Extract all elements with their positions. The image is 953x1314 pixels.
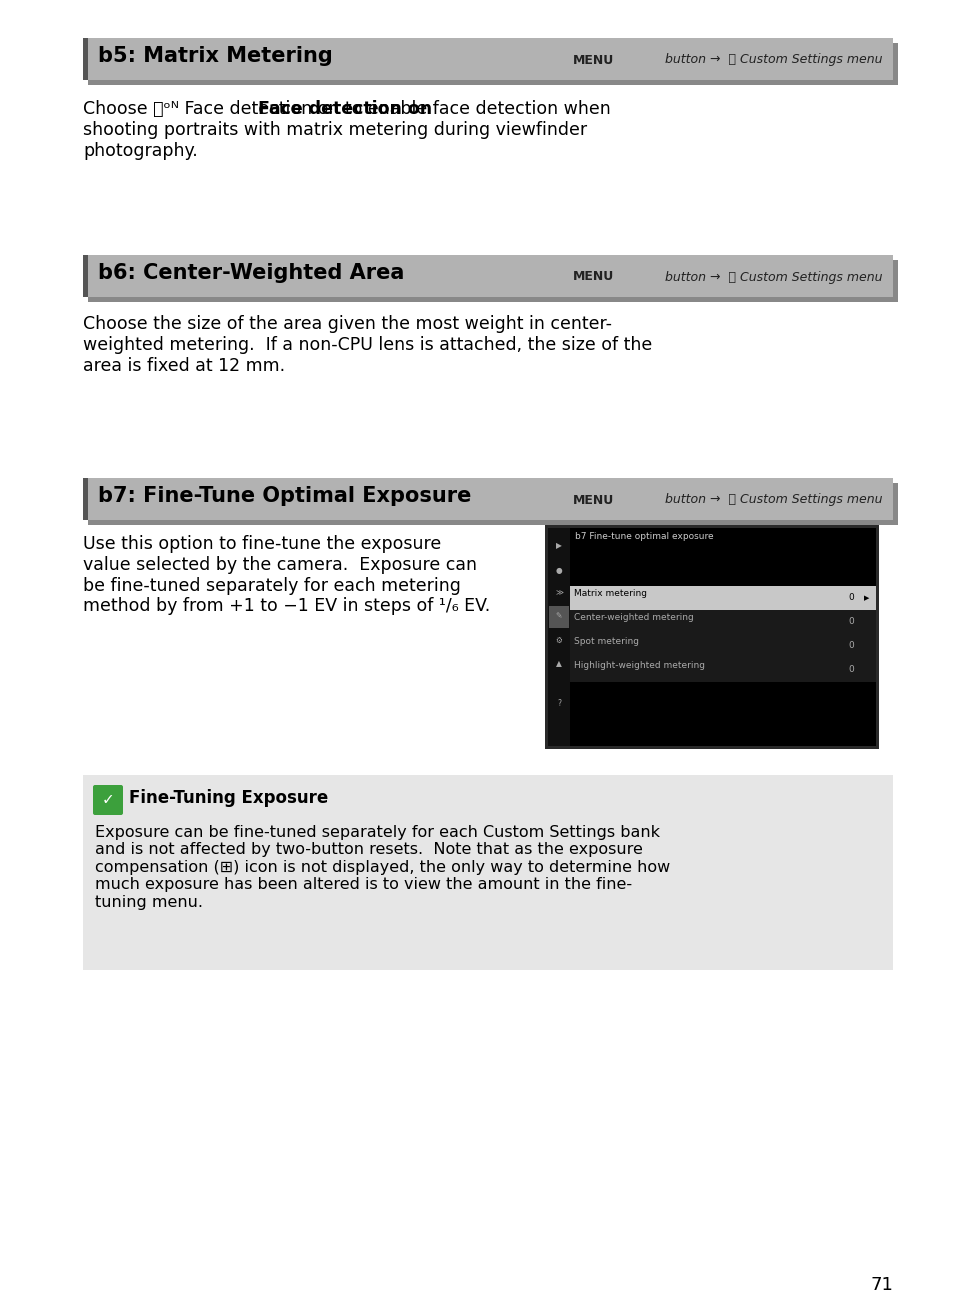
- Text: b6: Center-Weighted Area: b6: Center-Weighted Area: [98, 263, 404, 283]
- Bar: [547, 528, 875, 746]
- Text: ✎: ✎: [556, 611, 561, 620]
- Text: button →  ⮺ Custom Settings menu: button → ⮺ Custom Settings menu: [660, 54, 882, 67]
- Text: Use this option to fine-tune the exposure
value selected by the camera.  Exposur: Use this option to fine-tune the exposur…: [83, 535, 490, 615]
- Text: MENU: MENU: [573, 494, 614, 506]
- Bar: [88, 260, 897, 302]
- Bar: [83, 38, 88, 80]
- Text: ▲: ▲: [556, 660, 561, 669]
- Bar: [83, 255, 892, 297]
- Text: Center-weighted metering: Center-weighted metering: [574, 614, 693, 622]
- Bar: [88, 484, 897, 526]
- Text: MENU: MENU: [573, 54, 614, 67]
- Bar: [83, 478, 88, 520]
- Bar: [548, 606, 568, 628]
- Text: 0: 0: [847, 641, 853, 650]
- Text: Matrix metering: Matrix metering: [574, 589, 646, 598]
- Bar: [83, 478, 892, 520]
- Text: ▶: ▶: [863, 595, 868, 600]
- Text: Exposure can be fine-tuned separately for each Custom Settings bank
and is not a: Exposure can be fine-tuned separately fo…: [95, 825, 670, 909]
- Text: Fine-Tuning Exposure: Fine-Tuning Exposure: [129, 788, 328, 807]
- Text: button →  ⮺ Custom Settings menu: button → ⮺ Custom Settings menu: [660, 271, 882, 284]
- Text: MENU: MENU: [573, 271, 614, 284]
- Text: ?: ?: [557, 699, 560, 707]
- Text: b7: Fine-Tune Optimal Exposure: b7: Fine-Tune Optimal Exposure: [98, 486, 471, 506]
- Bar: [544, 526, 878, 749]
- Text: Choose the size of the area given the most weight in center-
weighted metering. : Choose the size of the area given the mo…: [83, 315, 652, 374]
- Bar: [83, 255, 88, 297]
- Text: Spot metering: Spot metering: [574, 637, 639, 646]
- Bar: [569, 586, 875, 610]
- Text: 0: 0: [847, 618, 853, 627]
- Bar: [547, 528, 569, 746]
- Text: 0: 0: [847, 594, 853, 603]
- Text: Face detection on: Face detection on: [257, 100, 432, 118]
- Text: b5: Matrix Metering: b5: Matrix Metering: [98, 46, 333, 66]
- Text: b7 Fine-tune optimal exposure: b7 Fine-tune optimal exposure: [575, 532, 713, 541]
- Bar: [569, 610, 875, 633]
- Bar: [569, 658, 875, 682]
- Text: Choose Ⓜᵒᴺ Face detection on to enable face detection when
shooting portraits wi: Choose Ⓜᵒᴺ Face detection on to enable f…: [83, 100, 610, 159]
- Bar: [83, 775, 892, 970]
- Bar: [88, 43, 897, 85]
- Text: ✓: ✓: [102, 792, 114, 808]
- Text: ▶: ▶: [556, 541, 561, 551]
- Text: 0: 0: [847, 665, 853, 674]
- Text: 71: 71: [869, 1276, 892, 1294]
- Text: ≫: ≫: [555, 589, 562, 598]
- Text: ●: ●: [555, 565, 561, 574]
- Bar: [83, 38, 892, 80]
- Text: button →  ⮺ Custom Settings menu: button → ⮺ Custom Settings menu: [660, 494, 882, 506]
- Text: Highlight-weighted metering: Highlight-weighted metering: [574, 661, 704, 670]
- Bar: [569, 633, 875, 658]
- FancyBboxPatch shape: [92, 784, 123, 815]
- Text: ⚙: ⚙: [555, 636, 562, 644]
